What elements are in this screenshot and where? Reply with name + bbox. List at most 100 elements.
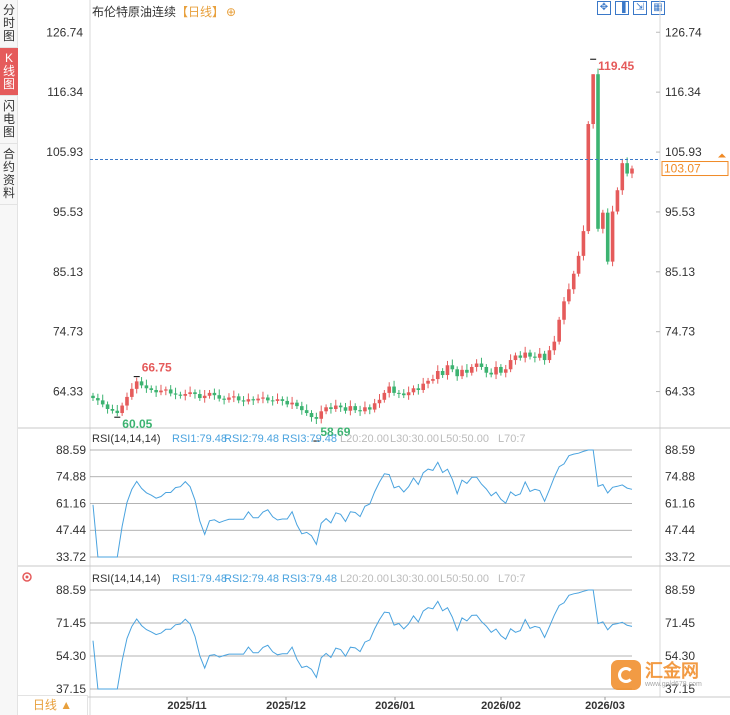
candle-body	[513, 355, 518, 361]
rsi-pane-1-tick-right: 74.88	[665, 470, 695, 484]
watermark-logo-icon	[611, 660, 641, 690]
candle-body	[411, 388, 416, 393]
rsi-pane-2-tick-right: 37.15	[665, 682, 695, 696]
candle-body	[285, 400, 290, 405]
rsi-pane-2-header-item: RSI2:79.48	[224, 573, 279, 585]
period-select-button[interactable]: 日线 ▲	[18, 695, 88, 715]
rsi-pane-2-header-item: L20:20.00	[340, 573, 389, 585]
x-axis-label: 2026/03	[585, 700, 625, 712]
candle-body	[387, 386, 392, 393]
rsi-pane-1-header-item: RSI2:79.48	[224, 433, 279, 445]
rsi-pane-2-tick-left: 37.15	[56, 682, 86, 696]
candle-body	[202, 395, 207, 399]
settings-gear-icon-center	[25, 575, 29, 579]
rsi-pane-1-tick-left: 74.88	[56, 470, 86, 484]
candle-body	[596, 74, 600, 229]
add-indicator-icon[interactable]: ⊕	[226, 5, 237, 19]
rsi-pane-1-header-item: RSI3:79.48	[282, 433, 337, 445]
candle-body	[256, 398, 260, 401]
candle-body	[440, 371, 445, 376]
side-tab-2[interactable]: 闪电图	[0, 96, 18, 144]
price-tick-label-left: 126.74	[46, 25, 83, 39]
candle-body	[484, 366, 489, 373]
candle-body	[217, 395, 222, 399]
rsi-pane-2-header-item: L30:30.00	[390, 573, 439, 585]
candle-body	[232, 396, 236, 398]
candle-body	[134, 381, 139, 389]
candle-body	[324, 407, 328, 412]
candle-body	[421, 383, 425, 391]
expand-icon[interactable]: ⇲	[633, 1, 647, 15]
candle-body	[304, 410, 309, 414]
candle-body	[358, 410, 362, 412]
candle-body	[431, 379, 435, 381]
zoom-icon[interactable]: ✥	[597, 1, 611, 15]
candle-body	[508, 360, 513, 370]
period-label[interactable]: 【日线】	[176, 5, 225, 19]
candle-body	[489, 372, 493, 375]
rsi-pane-1-header-item: RSI1:79.48	[172, 433, 227, 445]
candle-body	[377, 399, 382, 404]
candle-body	[562, 301, 566, 320]
rsi-pane-1-tick-right: 33.72	[665, 550, 695, 564]
candle-body	[125, 396, 129, 406]
candle-body	[542, 353, 547, 361]
candle-body	[397, 392, 401, 394]
candle-body	[567, 289, 571, 302]
side-tab-0[interactable]: 分时图	[0, 0, 18, 48]
candle-body	[144, 385, 149, 389]
price-tick-label-left: 74.73	[53, 325, 83, 339]
candle-body	[154, 390, 158, 393]
fit-icon[interactable]: ▐	[615, 1, 629, 15]
candle-body	[261, 397, 265, 399]
rsi-pane-2-tick-right: 88.59	[665, 583, 695, 597]
candle-body	[168, 389, 173, 394]
candle-body	[523, 352, 527, 358]
price-tick-label-left: 64.33	[53, 385, 83, 399]
candle-body	[435, 371, 440, 380]
x-axis-label: 2025/12	[266, 700, 306, 712]
candle-body	[193, 392, 197, 395]
candle-body	[503, 369, 508, 373]
candle-body	[605, 212, 610, 262]
candle-body	[188, 392, 192, 395]
current-price-arrow-icon	[718, 153, 726, 158]
grid-icon[interactable]: ▦	[651, 1, 665, 15]
candle-body	[236, 396, 241, 401]
rsi-pane-1-tick-left: 47.44	[56, 523, 86, 537]
candle-body	[610, 211, 615, 262]
candle-body	[96, 398, 100, 401]
price-tick-label-right: 64.33	[665, 385, 695, 399]
rsi-pane-2-header-item: RSI3:79.48	[282, 573, 337, 585]
candle-body	[300, 406, 304, 411]
rsi-pane-2-line	[92, 589, 633, 690]
rsi-pane-1-tick-right: 88.59	[665, 443, 695, 457]
candle-body	[149, 388, 154, 391]
candle-body	[91, 395, 95, 399]
candle-body	[290, 402, 294, 405]
candle-body	[625, 163, 629, 174]
price-tick-label-left: 85.13	[53, 265, 83, 279]
candle-body	[571, 273, 576, 290]
price-tick-label-right: 95.53	[665, 205, 695, 219]
price-tick-label-left: 105.93	[46, 145, 83, 159]
candle-body	[120, 405, 124, 414]
rsi-pane-2-header-item: L70:7	[498, 573, 526, 585]
candle-body	[586, 124, 591, 232]
candle-body	[130, 388, 134, 397]
candle-body	[164, 389, 168, 391]
candle-body	[246, 399, 251, 402]
rsi-pane-1-header-item: L50:50.00	[440, 433, 489, 445]
candle-body	[518, 355, 523, 358]
side-tab-3[interactable]: 合约资料	[0, 144, 18, 205]
x-axis-label: 2026/02	[481, 700, 521, 712]
candle-body	[557, 319, 561, 342]
price-tick-label-left: 116.34	[47, 85, 83, 99]
rsi-pane-1-tick-left: 61.16	[56, 496, 86, 510]
candle-body	[222, 398, 226, 400]
x-axis-label: 2026/01	[375, 700, 415, 712]
candle-body	[620, 163, 625, 191]
